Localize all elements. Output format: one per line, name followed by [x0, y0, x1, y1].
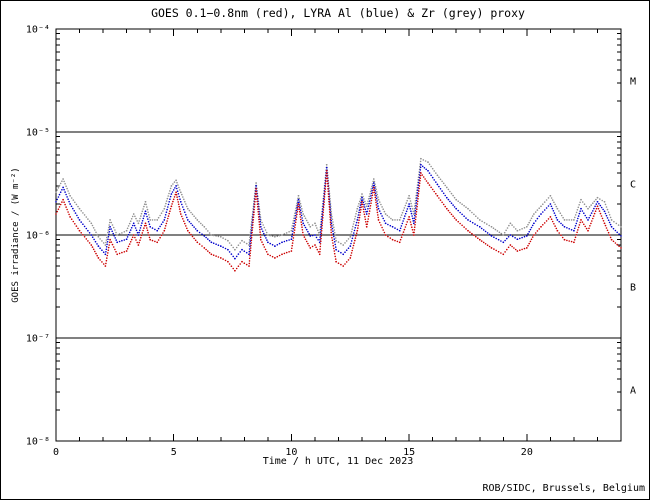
x-tick-label: 5 — [171, 447, 177, 458]
credit-text: ROB/SIDC, Brussels, Belgium — [482, 483, 645, 494]
y-tick-label: 10⁻⁸ — [26, 437, 50, 448]
flare-class-label: B — [630, 283, 636, 294]
series-dots-lyra-zr-grey — [55, 157, 622, 251]
flare-class-label: A — [630, 386, 636, 397]
x-tick-label: 20 — [521, 447, 533, 458]
y-tick-label: 10⁻⁶ — [26, 231, 50, 242]
x-tick-label: 15 — [403, 447, 415, 458]
flare-class-label: M — [630, 77, 636, 88]
x-axis-title: Time / h UTC, 11 Dec 2023 — [263, 456, 414, 467]
chart-title: GOES 0.1−0.8nm (red), LYRA Al (blue) & Z… — [151, 6, 525, 20]
x-tick-label: 10 — [285, 447, 297, 458]
y-tick-label: 10⁻⁵ — [26, 128, 50, 139]
series-dots-goes-red — [55, 170, 622, 272]
y-tick-label: 10⁻⁷ — [26, 334, 50, 345]
y-tick-label: 10⁻⁴ — [26, 25, 50, 36]
x-tick-label: 0 — [53, 447, 59, 458]
y-axis-title: GOES irradiance / (W m⁻²) — [11, 167, 21, 302]
flare-class-label: C — [630, 180, 636, 191]
series-dots-lyra-al-blue — [55, 164, 622, 260]
